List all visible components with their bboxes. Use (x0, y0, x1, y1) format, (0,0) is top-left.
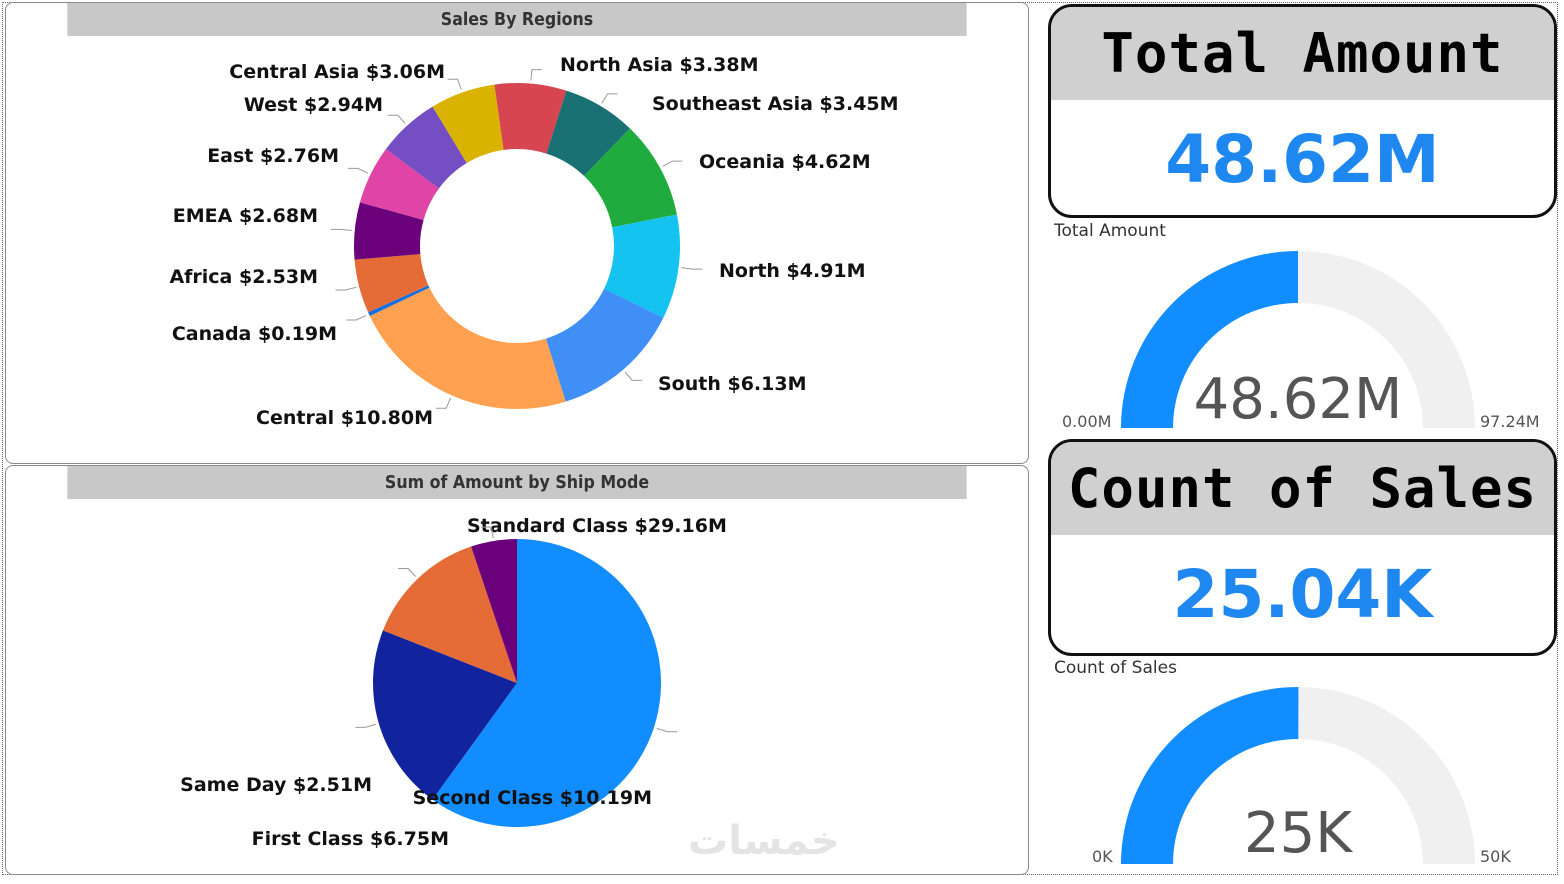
slice-central-asia[interactable] (432, 84, 504, 164)
slice-same-day[interactable] (471, 539, 517, 683)
count-gauge-value: 25K (1244, 801, 1353, 866)
total-amount-card-title: Total Amount (1051, 7, 1554, 100)
label-north-asia: North Asia $3.38M (560, 54, 759, 76)
amount-gauge[interactable]: 48.62M 0.00M 97.24M (1040, 240, 1555, 435)
label-second-class: Second Class $10.19M (413, 787, 652, 809)
slice-first-class[interactable] (382, 546, 517, 683)
leader-south (624, 371, 643, 381)
leader-central-asia (447, 78, 462, 90)
slice-north[interactable] (604, 214, 680, 318)
label-north: North $4.91M (719, 260, 866, 282)
slice-canada[interactable] (368, 285, 430, 316)
count-gauge-title: Count of Sales (1054, 658, 1177, 678)
amount-gauge-title: Total Amount (1054, 221, 1166, 241)
shipmode-pie-chart[interactable]: Standard Class $29.16M Second Class $10.1… (6, 466, 1029, 875)
amount-gauge-min: 0.00M (1062, 412, 1111, 431)
count-sales-card[interactable]: Count of Sales 25.04K (1048, 439, 1557, 656)
label-east: East $2.76M (207, 145, 339, 167)
slice-oceania[interactable] (584, 128, 677, 228)
label-west: West $2.94M (244, 94, 383, 116)
label-standard-class: Standard Class $29.16M (467, 515, 727, 537)
slice-west[interactable] (385, 106, 467, 189)
slice-south[interactable] (545, 288, 664, 402)
slice-second-class[interactable] (372, 630, 517, 800)
leader-oceania (662, 160, 683, 167)
slice-africa[interactable] (354, 254, 429, 313)
label-southeast-asia: Southeast Asia $3.45M (652, 93, 899, 115)
regions-panel[interactable]: Sales By Regions North Asia $3.38M Southe… (5, 2, 1029, 464)
leader-southeast-asia (601, 93, 618, 104)
count-gauge-fill (1121, 687, 1299, 864)
watermark-text: خمسات (688, 818, 840, 864)
leader-central (436, 397, 452, 409)
leader-same-day (481, 526, 494, 539)
count-gauge[interactable]: 25K 0K 50K (1040, 676, 1555, 871)
label-central: Central $10.80M (256, 407, 433, 429)
label-south: South $6.13M (658, 373, 807, 395)
leader-north (681, 267, 703, 270)
slice-southeast-asia[interactable] (546, 90, 630, 177)
leader-east (347, 167, 369, 174)
slice-east[interactable] (359, 149, 440, 221)
amount-gauge-value: 48.62M (1194, 367, 1403, 432)
label-emea: EMEA $2.68M (173, 205, 318, 227)
slice-north-asia[interactable] (494, 83, 567, 154)
label-canada: Canada $0.19M (172, 323, 337, 345)
slice-central[interactable] (369, 287, 566, 409)
slice-standard-class[interactable] (432, 539, 661, 827)
count-sales-card-title: Count of Sales (1051, 442, 1554, 535)
leader-emea (330, 228, 352, 231)
regions-donut-chart[interactable]: North Asia $3.38M Southeast Asia $3.45M Oc… (6, 3, 1029, 464)
count-gauge-max: 50K (1480, 847, 1511, 866)
total-amount-card[interactable]: Total Amount 48.62M (1048, 4, 1557, 218)
amount-gauge-fill (1121, 251, 1298, 428)
total-amount-card-value: 48.62M (1165, 120, 1440, 198)
label-same-day: Same Day $2.51M (180, 774, 372, 796)
shipmode-panel[interactable]: Sum of Amount by Ship Mode Standard Clas… (5, 465, 1029, 875)
leader-first-class (398, 568, 417, 577)
leader-north-asia (530, 69, 542, 81)
leader-canada (346, 314, 367, 321)
label-africa: Africa $2.53M (169, 266, 318, 288)
regions-panel-title: Sales By Regions (67, 3, 967, 36)
amount-gauge-max: 97.24M (1480, 412, 1540, 431)
label-first-class: First Class $6.75M (252, 828, 449, 850)
leader-africa (335, 286, 357, 291)
count-gauge-min: 0K (1092, 847, 1113, 866)
label-oceania: Oceania $4.62M (699, 151, 871, 173)
shipmode-panel-title: Sum of Amount by Ship Mode (67, 466, 967, 499)
label-central-asia: Central Asia $3.06M (229, 61, 445, 83)
leader-second-class (355, 723, 377, 728)
leader-west (387, 114, 406, 124)
slice-emea[interactable] (354, 202, 424, 260)
leader-standard-class (656, 727, 678, 733)
count-sales-card-value: 25.04K (1172, 555, 1433, 633)
